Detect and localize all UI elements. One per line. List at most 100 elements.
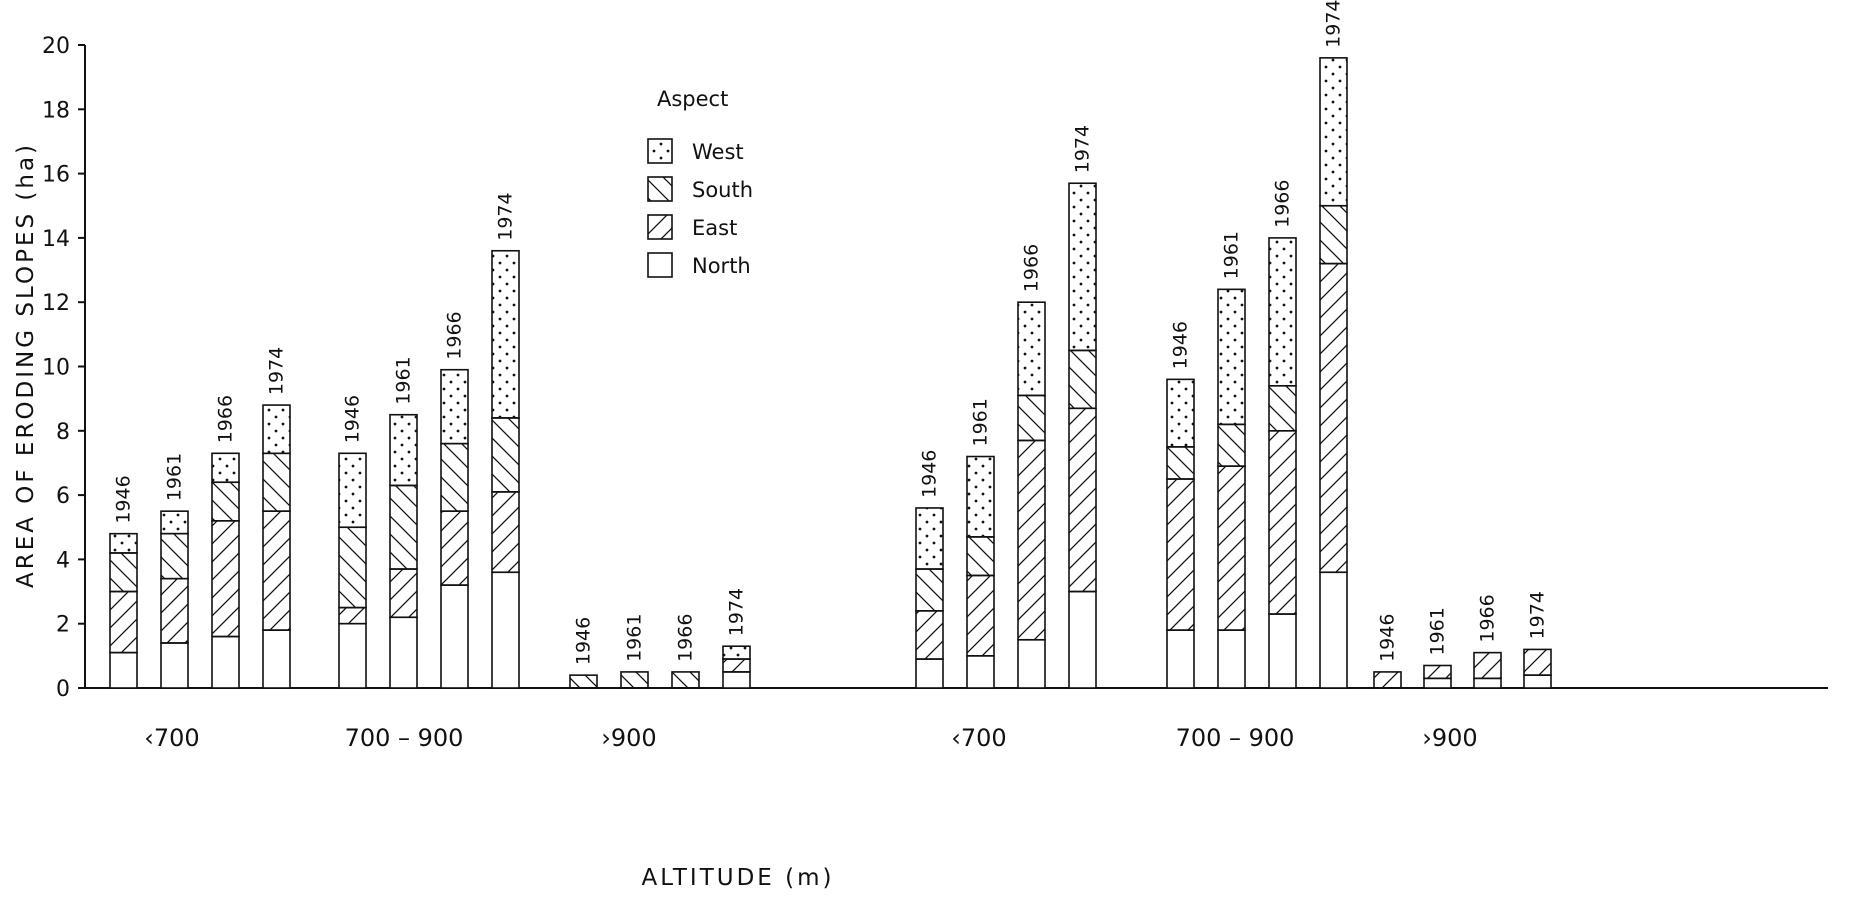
bar-segment-north: [722, 671, 751, 689]
bar-segment-west: [966, 455, 995, 538]
bar-segment-north: [491, 571, 520, 689]
bar-segment-west: [109, 532, 138, 554]
bar-segment-north: [1423, 677, 1452, 689]
bar-segment-south: [109, 552, 138, 593]
year-label: 1946: [1170, 321, 1192, 369]
y-tick-label: 6: [56, 484, 70, 509]
bars: [109, 57, 1552, 689]
year-label: 1961: [1427, 607, 1449, 655]
bar-segment-west: [1268, 237, 1297, 387]
year-label: 1966: [1477, 594, 1499, 642]
y-tick-label: 10: [42, 356, 70, 381]
y-tick-label: 4: [56, 548, 70, 573]
bar-segment-west: [915, 507, 944, 570]
bar-segment-west: [1217, 288, 1246, 426]
bar-segment-north: [109, 651, 138, 689]
bar-segment-east: [440, 510, 469, 586]
y-tick-label: 16: [42, 163, 70, 188]
bar-segment-north: [966, 655, 995, 689]
year-label: 1946: [573, 617, 595, 665]
bar-segment-west: [262, 404, 291, 455]
bar-segment-east: [160, 577, 189, 644]
legend-swatch-east: [647, 214, 673, 240]
year-label: 1946: [342, 395, 364, 443]
bar-segment-west: [338, 452, 367, 529]
bar-segment-west: [211, 452, 240, 484]
bar-segment-west: [160, 510, 189, 535]
bar-segment-west: [440, 368, 469, 445]
year-label: 1966: [444, 311, 466, 359]
bar-segment-east: [966, 574, 995, 657]
year-label: 1961: [164, 453, 186, 501]
y-ticks: 0 2 4 6 8 10 12 14 16 18 20: [42, 34, 85, 702]
bar-segment-east: [1217, 465, 1246, 631]
bar-segment-south: [1068, 349, 1097, 410]
bar-segment-west: [389, 413, 418, 487]
bar-segment-south: [160, 532, 189, 580]
bar-segment-south: [211, 481, 240, 522]
year-label: 1946: [919, 450, 941, 498]
bar-segment-north: [1268, 613, 1297, 689]
bar-segment-south: [620, 671, 649, 689]
legend-swatch-south: [647, 176, 673, 202]
bar-segment-north: [440, 584, 469, 689]
y-axis-title: AREA OF ERODING SLOPES (ha): [13, 142, 39, 588]
bar-segment-east: [1319, 262, 1348, 574]
bar-segment-west: [1068, 182, 1097, 352]
legend-label: West: [692, 140, 744, 164]
year-label: 1946: [113, 475, 135, 523]
year-label: 1961: [624, 614, 646, 662]
bar-segment-north: [1166, 629, 1195, 689]
bar-segment-south: [440, 442, 469, 512]
bar-segment-north: [389, 616, 418, 689]
year-label: 1966: [215, 395, 237, 443]
y-tick-label: 18: [42, 98, 70, 123]
bar-segment-north: [1319, 571, 1348, 689]
bar-segment-north: [211, 635, 240, 689]
year-label: 1966: [675, 614, 697, 662]
bar-segment-west: [722, 645, 751, 660]
year-label: 1946: [1377, 614, 1399, 662]
y-tick-label: 20: [42, 34, 70, 59]
bar-segment-east: [338, 606, 367, 625]
y-tick-label: 2: [56, 613, 70, 638]
y-tick-label: 0: [56, 677, 70, 702]
bar-segment-east: [1268, 429, 1297, 615]
bar-segment-south: [966, 536, 995, 577]
year-label: 1966: [1272, 180, 1294, 228]
group-label: ›900: [1422, 724, 1477, 752]
bar-segment-north: [1217, 629, 1246, 689]
bar-segment-east: [1166, 478, 1195, 631]
bar-segment-north: [1068, 590, 1097, 689]
bar-segment-south: [262, 452, 291, 512]
bar-segment-north: [1523, 674, 1552, 689]
bar-segment-east: [915, 610, 944, 660]
year-label: 1974: [266, 347, 288, 395]
bar-segment-north: [1473, 677, 1502, 689]
bar-segment-south: [569, 674, 598, 689]
bar-segment-north: [160, 642, 189, 689]
bar-segment-north: [1017, 638, 1046, 689]
y-tick-label: 14: [42, 227, 70, 252]
bar-segment-east: [109, 590, 138, 654]
bar-segment-east: [1423, 664, 1452, 680]
group-label: 700 – 900: [1176, 724, 1295, 752]
year-labels: 1946 1961 1966 1974 1946 1961 1966 1974 1946 1961…: [113, 0, 1549, 665]
year-label: 1974: [1323, 0, 1345, 48]
legend-swatch-north: [647, 252, 673, 278]
bar-segment-east: [262, 510, 291, 631]
year-label: 1966: [1021, 244, 1043, 292]
y-tick-label: 8: [56, 420, 70, 445]
year-label: 1974: [1527, 591, 1549, 639]
legend-label: North: [692, 254, 751, 278]
bar-segment-east: [211, 520, 240, 638]
bar-segment-south: [491, 417, 520, 493]
bar-segment-south: [671, 671, 700, 689]
x-axis-title: ALTITUDE (m): [641, 865, 834, 891]
group-label: 700 – 900: [345, 724, 464, 752]
group-label: ›900: [601, 724, 656, 752]
bar-segment-north: [262, 629, 291, 689]
bar-segment-north: [338, 622, 367, 689]
bar-segment-west: [1166, 378, 1195, 448]
